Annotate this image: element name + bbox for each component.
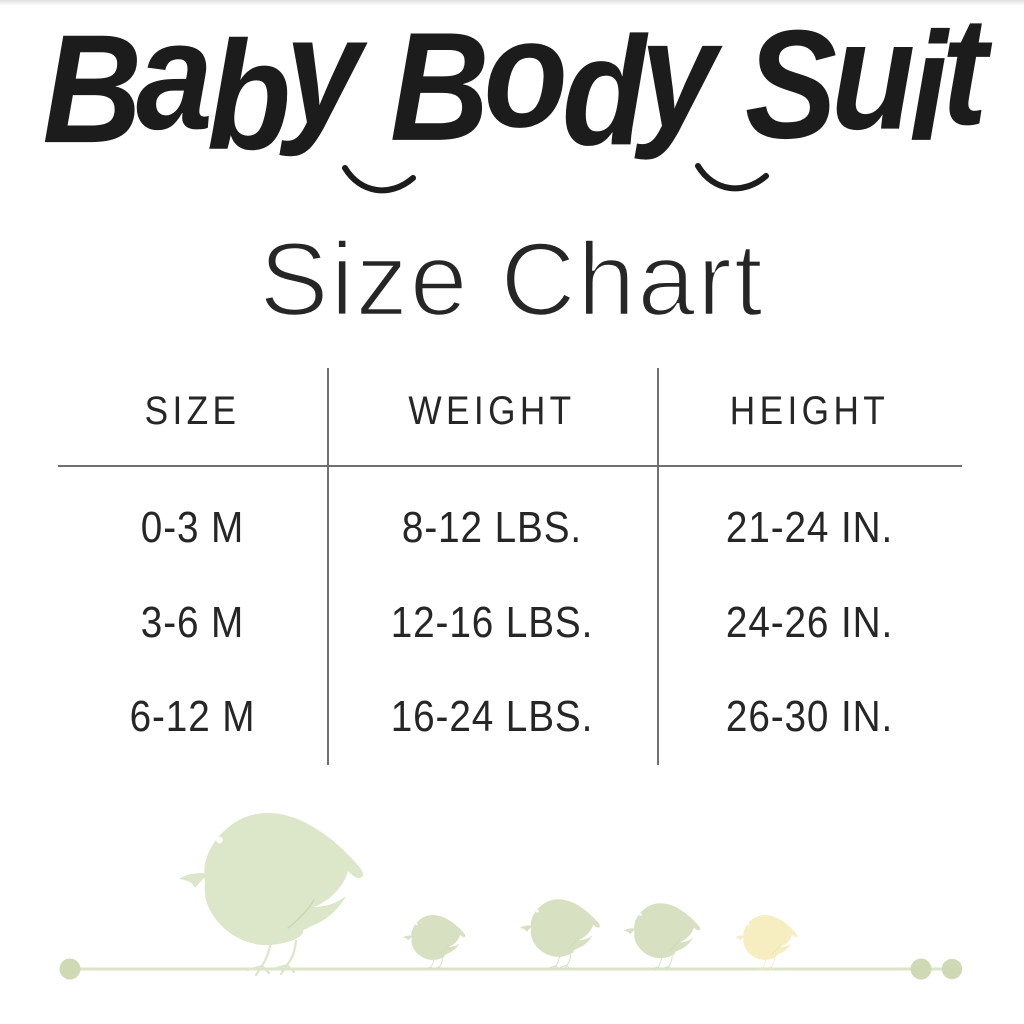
svg-text:Size Chart: Size Chart <box>259 222 765 338</box>
